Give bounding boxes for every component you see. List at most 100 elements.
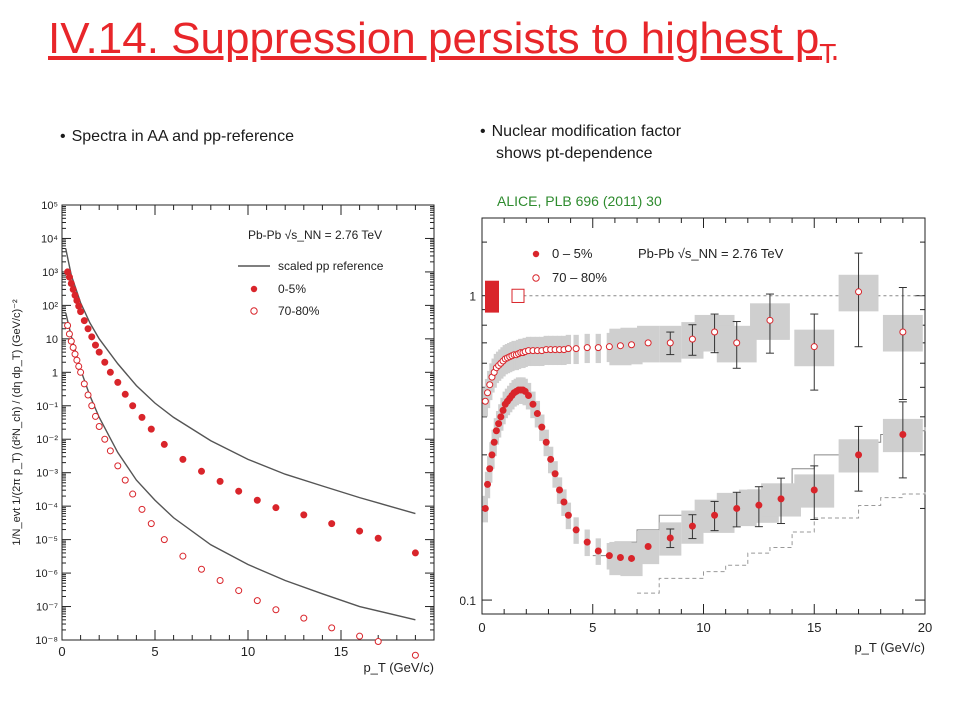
data-point-70-80 xyxy=(766,316,774,324)
pp-reference-line xyxy=(65,312,416,621)
data-point-70-80 xyxy=(77,368,85,376)
legend-label: 70-80% xyxy=(278,304,320,318)
x-tick-label: 10 xyxy=(696,620,710,635)
spectra-chart: 10⁻⁸ 10⁻⁷ 10⁻⁶ 10⁻⁵ 10⁻⁴ 10⁻³ 10⁻² 10⁻¹ 1 10 10² 10… xyxy=(11,200,435,675)
data-point-0-5 xyxy=(525,392,533,400)
data-point-0-5 xyxy=(411,549,419,557)
data-point-0-5 xyxy=(106,368,114,376)
legend-marker-filled xyxy=(532,250,540,258)
data-point-0-5 xyxy=(855,451,863,459)
legend-label: 70 – 80% xyxy=(552,270,607,285)
data-point-0-5 xyxy=(484,480,492,488)
data-point-0-5 xyxy=(616,553,624,561)
x-tick-label: 5 xyxy=(151,644,158,659)
y-tick-label: 0.1 xyxy=(460,594,476,608)
y-axis-label: 1/N_evt 1/(2π p_T) (d²N_ch) / (dη dp_T) … xyxy=(11,299,23,546)
data-point-70-80 xyxy=(147,520,155,528)
data-point-70-80 xyxy=(64,322,72,330)
data-point-70-80 xyxy=(80,380,88,388)
data-point-70-80 xyxy=(594,344,602,352)
data-point-70-80 xyxy=(69,344,77,352)
data-point-0-5 xyxy=(95,348,103,356)
x-tick-label: 15 xyxy=(807,620,821,635)
data-point-0-5 xyxy=(65,273,73,281)
data-point-70-80 xyxy=(411,651,419,659)
x-tick-label: 20 xyxy=(918,620,932,635)
y-tick-label: 1 xyxy=(469,290,476,304)
data-point-70-80 xyxy=(481,397,489,405)
data-point-70-80 xyxy=(198,565,205,573)
y-tick-label: 1 xyxy=(52,367,58,379)
x-tick-label: 5 xyxy=(589,620,596,635)
data-point-70-80 xyxy=(583,344,591,352)
data-point-70-80 xyxy=(67,337,75,345)
reference-citation: ALICE, PLB 696 (2011) 30 xyxy=(497,193,662,209)
data-point-70-80 xyxy=(733,339,741,347)
y-tick-label: 10 xyxy=(46,334,58,346)
data-point-0-5 xyxy=(733,504,741,512)
data-point-0-5 xyxy=(101,358,109,366)
data-point-70-80 xyxy=(95,423,103,431)
data-point-0-5 xyxy=(533,410,541,418)
bullet-right: • Nuclear modification factor shows pt-dep… xyxy=(480,121,681,165)
data-point-70-80 xyxy=(129,490,137,498)
data-point-0-5 xyxy=(300,511,308,519)
data-point-0-5 xyxy=(551,470,559,478)
data-point-0-5 xyxy=(538,423,546,431)
data-point-0-5 xyxy=(328,520,336,528)
data-point-0-5 xyxy=(179,455,187,463)
data-point-0-5 xyxy=(711,511,719,519)
data-point-70-80 xyxy=(666,339,674,347)
data-point-0-5 xyxy=(91,341,99,349)
data-point-0-5 xyxy=(666,534,674,542)
data-point-0-5 xyxy=(114,378,122,386)
data-point-70-80 xyxy=(75,362,83,370)
data-point-0-5 xyxy=(129,402,137,410)
data-point-0-5 xyxy=(810,486,818,494)
data-point-0-5 xyxy=(160,440,168,448)
data-point-70-80 xyxy=(688,335,696,343)
data-point-0-5 xyxy=(77,308,85,316)
data-point-0-5 xyxy=(594,547,602,555)
data-point-0-5 xyxy=(490,438,498,446)
reference-step-dashed xyxy=(637,490,926,594)
y-tick-label: 10⁻⁴ xyxy=(35,501,58,513)
legend-marker-filled xyxy=(250,285,258,293)
bullet-right-line1: Nuclear modification factor xyxy=(491,123,682,140)
data-point-0-5 xyxy=(560,498,568,506)
data-point-0-5 xyxy=(488,451,496,459)
data-point-70-80 xyxy=(486,381,494,389)
bullet-dot: • xyxy=(60,128,66,145)
data-point-0-5 xyxy=(73,296,81,304)
x-tick-label: 15 xyxy=(334,644,348,659)
data-point-0-5 xyxy=(121,390,129,398)
y-tick-label: 10⁻² xyxy=(36,434,58,446)
data-point-0-5 xyxy=(556,486,564,494)
x-axis-label: p_T (GeV/c) xyxy=(854,640,925,655)
data-point-70-80 xyxy=(564,345,572,353)
data-point-70-80 xyxy=(899,328,907,336)
data-point-70-80 xyxy=(121,476,129,484)
data-point-0-5 xyxy=(356,527,364,535)
slide-title-main: IV.14. Suppression persists to highest p xyxy=(48,14,820,63)
legend-label: 0 – 5% xyxy=(552,246,593,261)
norm-uncertainty-box-open xyxy=(511,288,525,303)
data-point-70-80 xyxy=(73,356,81,364)
data-point-0-5 xyxy=(492,427,500,435)
data-point-70-80 xyxy=(374,638,382,646)
data-point-70-80 xyxy=(114,462,122,470)
data-point-0-5 xyxy=(542,438,550,446)
data-point-70-80 xyxy=(88,402,96,410)
bullet-dot: • xyxy=(480,123,486,140)
data-point-0-5 xyxy=(583,538,591,546)
data-point-70-80 xyxy=(91,412,99,420)
y-tick-label: 10⁻⁷ xyxy=(36,602,58,614)
y-tick-label: 10⁴ xyxy=(41,233,58,245)
data-point-70-80 xyxy=(65,330,73,338)
data-point-0-5 xyxy=(755,501,763,509)
data-point-70-80 xyxy=(484,389,492,397)
x-axis-label: p_T (GeV/c) xyxy=(363,660,434,675)
data-point-0-5 xyxy=(67,280,75,288)
data-point-70-80 xyxy=(160,536,168,544)
legend-label: scaled pp reference xyxy=(278,259,384,273)
